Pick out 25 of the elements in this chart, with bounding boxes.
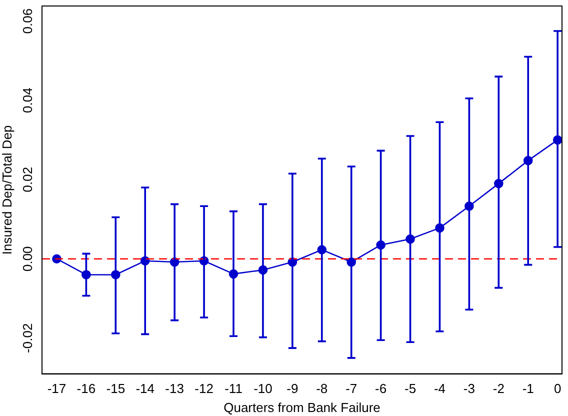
y-tick-label: 0.06	[20, 8, 36, 34]
y-axis-title: Insured Dep/Total Dep	[0, 125, 14, 255]
x-tick-label: -4	[434, 381, 446, 396]
x-tick-label: -11	[224, 381, 242, 396]
x-tick-label: -1	[522, 381, 534, 396]
x-tick-label: -5	[404, 381, 416, 396]
y-tick-label: 0.02	[20, 166, 36, 192]
x-tick-label: -9	[286, 381, 298, 396]
x-tick-label: -7	[346, 381, 358, 396]
x-tick-label: -2	[492, 381, 504, 396]
x-tick-label: -8	[316, 381, 328, 396]
x-axis-title: Quarters from Bank Failure	[224, 400, 380, 415]
x-tick-label: -15	[106, 381, 126, 396]
x-tick-label: -13	[165, 381, 184, 396]
x-tick-label: 0	[554, 381, 562, 396]
y-tick-label: 0.00	[20, 246, 36, 272]
x-tick-label: -10	[254, 381, 272, 396]
x-tick-label: -12	[194, 381, 214, 396]
y-tick-label: -0.02	[20, 323, 36, 353]
x-tick-label: -14	[136, 381, 155, 396]
x-tick-label: -3	[463, 381, 475, 396]
x-tick-label: -16	[76, 381, 96, 396]
x-tick-label: -6	[375, 381, 387, 396]
y-tick-label: 0.04	[20, 88, 36, 113]
x-tick-label: -17	[47, 381, 66, 396]
